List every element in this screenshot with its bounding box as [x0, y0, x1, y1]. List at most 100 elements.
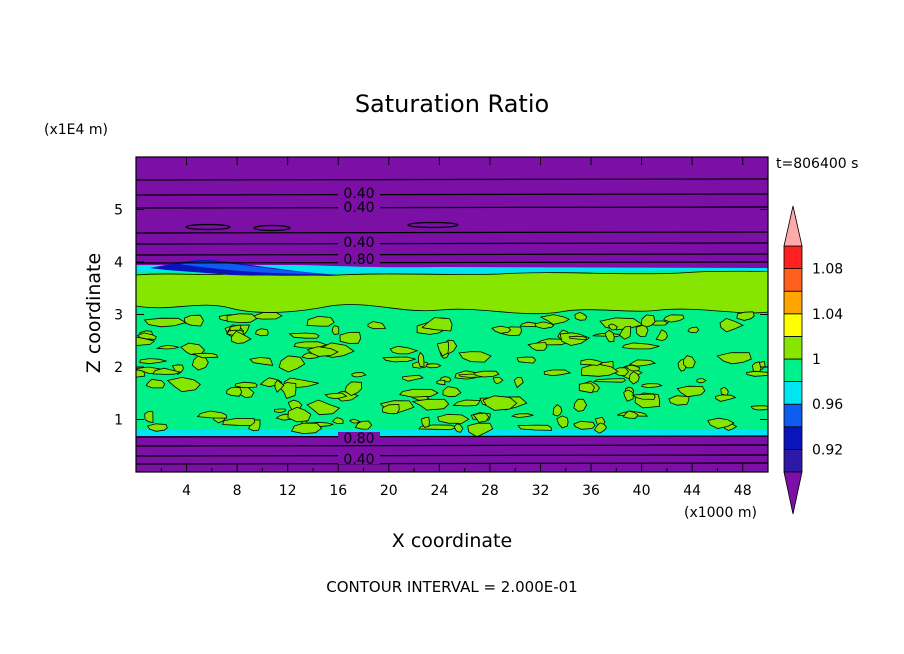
field-blob — [527, 342, 548, 351]
field-blob — [676, 385, 706, 398]
contour-line — [136, 242, 768, 245]
field-blob — [628, 359, 657, 367]
contour-line — [136, 462, 768, 465]
contour-line — [136, 444, 768, 447]
colorbar-label: 1.04 — [812, 307, 843, 323]
field-blob — [736, 311, 755, 321]
field-blob — [367, 321, 387, 330]
field-blob — [534, 321, 555, 330]
field-blob — [143, 317, 187, 328]
field-blob — [144, 411, 154, 423]
field-blob — [513, 377, 524, 389]
contour-interval-footer: CONTOUR INTERVAL = 2.000E-01 — [326, 578, 577, 596]
field-blob — [539, 314, 570, 325]
field-blob — [349, 418, 361, 424]
field-blob — [552, 404, 563, 417]
field-blob — [249, 357, 274, 366]
colorbar-bin — [783, 313, 803, 337]
contour-label: 0.80 — [343, 431, 374, 447]
field-blob — [339, 331, 362, 344]
field-blob — [573, 398, 588, 412]
field-blob — [136, 332, 157, 340]
field-blob — [720, 386, 729, 396]
x-tick-label: 16 — [329, 483, 347, 499]
field-blob — [231, 330, 252, 344]
field-blob — [278, 355, 306, 373]
field-blob — [663, 314, 685, 323]
field-blob — [628, 371, 640, 385]
y-axis: 1 2 3 4 5 — [114, 203, 768, 429]
y-tick-label: 4 — [114, 255, 123, 271]
chart-title: Saturation Ratio — [355, 90, 549, 118]
field-blob — [687, 326, 700, 334]
field-blob — [621, 342, 660, 350]
field-blob — [196, 410, 228, 419]
field-blob — [332, 417, 344, 424]
field-blob — [287, 406, 312, 423]
field-blob — [399, 388, 439, 398]
x-tick-label: 40 — [633, 483, 651, 499]
contour-label: 0.40 — [343, 235, 374, 251]
y-axis-label: Z coordinate — [83, 253, 105, 373]
contour-line — [136, 193, 768, 196]
field-blob — [306, 346, 339, 357]
field-blob — [574, 311, 588, 321]
field-blob — [568, 335, 587, 341]
field-blob — [622, 410, 639, 419]
x-tick-label: 12 — [279, 483, 297, 499]
field-blob — [716, 352, 752, 365]
field-blob — [618, 326, 632, 340]
field-blob — [573, 420, 596, 430]
field-blob — [719, 317, 744, 333]
field-blob — [146, 423, 168, 432]
contour-label: 0.40 — [343, 186, 374, 202]
region-cyan-base — [136, 430, 768, 436]
field-blob — [382, 356, 416, 363]
field-blob — [324, 392, 348, 399]
field-blob — [683, 355, 696, 369]
field-blob — [543, 369, 572, 377]
field-blob — [420, 416, 430, 428]
x-tick-label: 8 — [233, 483, 242, 499]
field-blob — [750, 405, 768, 411]
x-tick-label: 48 — [734, 483, 752, 499]
field-blob — [331, 325, 340, 335]
y-tick-label: 5 — [114, 203, 123, 219]
field-blob — [641, 383, 664, 389]
contour-label-bg — [338, 453, 380, 464]
field-blob — [511, 413, 534, 418]
colorbar-bin — [783, 245, 803, 270]
field-blob — [696, 378, 707, 384]
field-blob — [192, 352, 219, 359]
field-blob — [290, 422, 323, 435]
x-tick-label: 4 — [182, 483, 191, 499]
field-blob — [592, 378, 626, 383]
field-blob — [467, 422, 494, 438]
field-blob — [707, 417, 735, 429]
field-blob — [604, 329, 615, 343]
y-tick-label: 2 — [114, 360, 123, 376]
colorbar-bin — [783, 426, 803, 450]
field-blob — [288, 332, 320, 339]
field-blob — [437, 413, 470, 424]
field-blob — [593, 422, 608, 434]
contour-line — [136, 231, 768, 234]
field-blob — [472, 412, 490, 423]
field-blob — [344, 381, 363, 397]
field-blob — [580, 358, 604, 366]
field-blob — [640, 314, 656, 328]
field-blob — [607, 323, 618, 331]
contour-label-bg — [338, 187, 380, 198]
colorbar-label: 0.96 — [812, 397, 843, 413]
colorbar-label: 1 — [812, 352, 821, 368]
field-blob — [715, 394, 737, 402]
contour-label: 0.80 — [343, 252, 374, 268]
field-blob — [458, 351, 492, 363]
colorbar-top-arrow — [783, 205, 803, 247]
field-blob — [624, 364, 641, 372]
field-blob — [417, 351, 425, 368]
x-axis: 4 8 12 16 20 24 28 32 36 40 44 48 — [160, 157, 752, 499]
field-blob — [411, 398, 450, 411]
field-blob — [226, 313, 258, 324]
